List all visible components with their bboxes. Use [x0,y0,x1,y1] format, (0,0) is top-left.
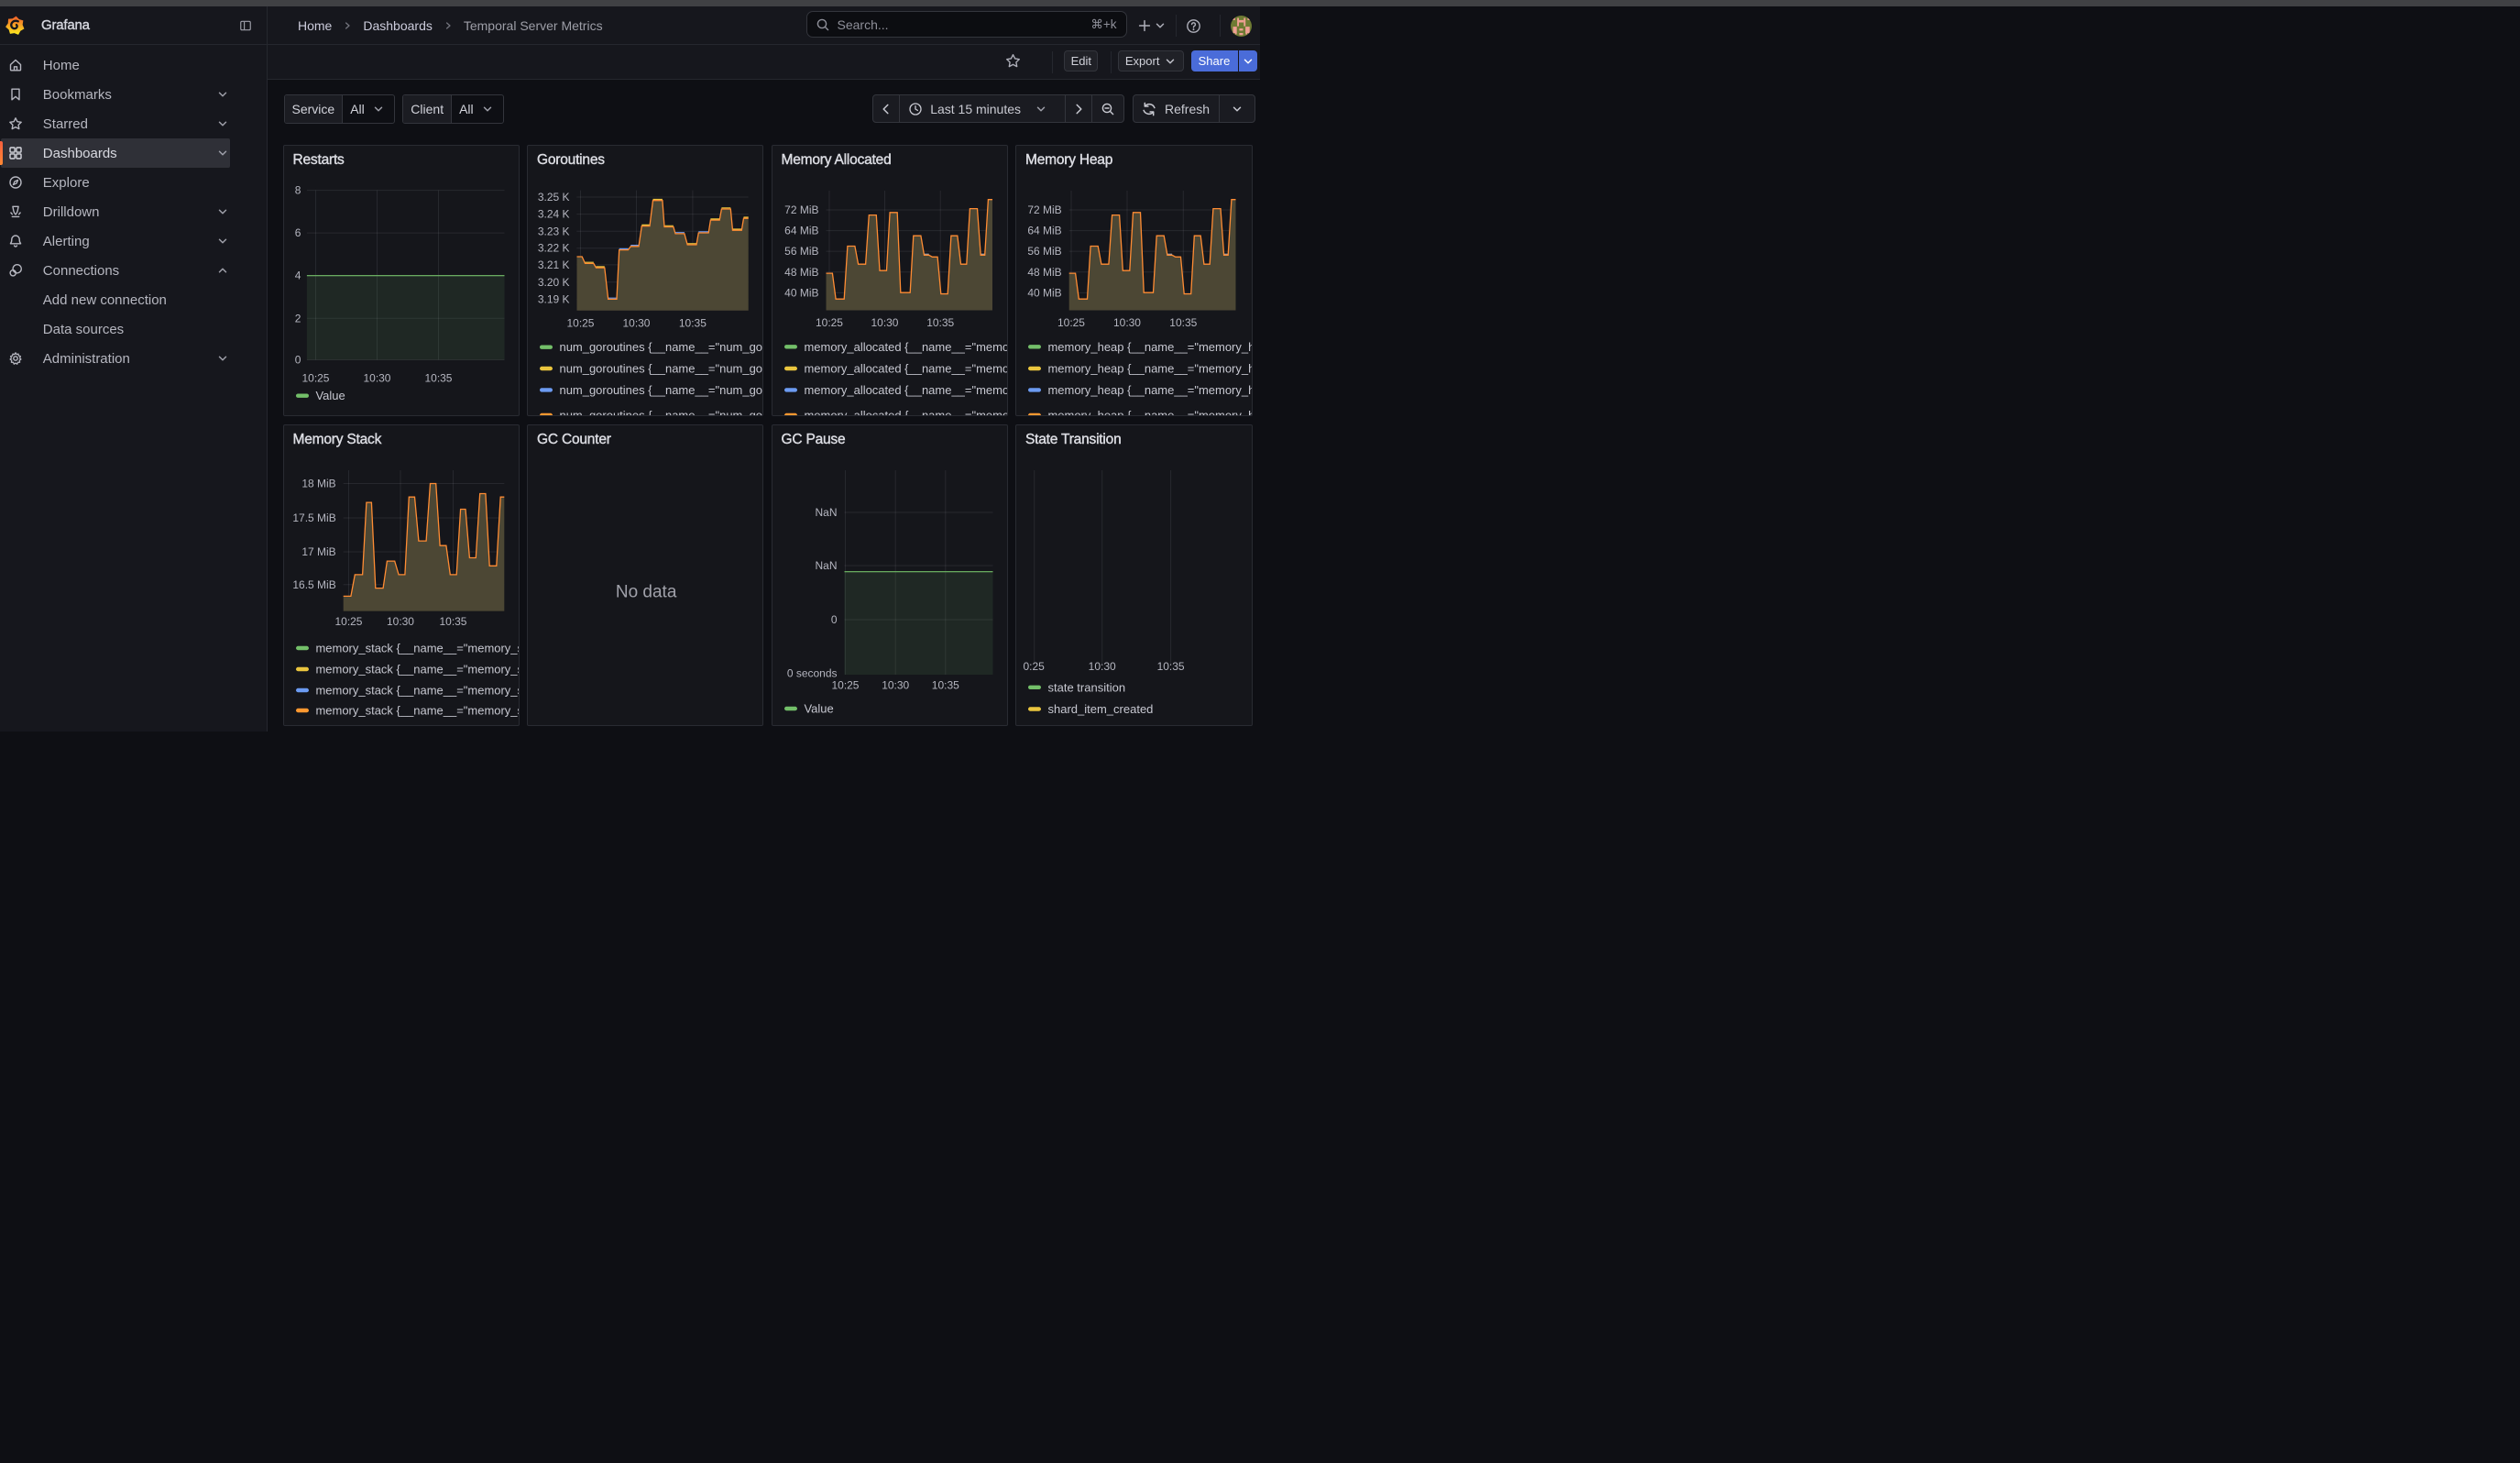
svg-text:NaN: NaN [815,506,837,519]
svg-text:10:25: 10:25 [1057,316,1085,329]
svg-text:10:30: 10:30 [871,316,898,329]
svg-text:10:35: 10:35 [439,615,466,628]
svg-text:10:35: 10:35 [926,316,954,329]
svg-text:num_goroutines {__name__="num_: num_goroutines {__name__="num_goroutines… [559,340,763,354]
svg-text:10:30: 10:30 [363,372,390,385]
svg-text:memory_allocated {__name__="me: memory_allocated {__name__="memory_alloc… [804,408,1008,416]
svg-text:4: 4 [294,270,301,282]
svg-text:64 MiB: 64 MiB [784,225,818,237]
svg-text:10:25: 10:25 [815,316,842,329]
svg-text:3.20 K: 3.20 K [538,276,570,289]
svg-text:memory_stack {__name__="memory: memory_stack {__name__="memory_stack", i… [315,683,520,697]
svg-text:16.5 MiB: 16.5 MiB [292,578,335,591]
svg-text:Value: Value [315,389,345,402]
svg-text:num_goroutines {__name__="num_: num_goroutines {__name__="num_goroutines… [559,408,763,416]
svg-text:10:35: 10:35 [1169,316,1197,329]
svg-text:10:25: 10:25 [831,678,859,691]
svg-text:10:25: 10:25 [566,316,594,329]
svg-text:3.23 K: 3.23 K [538,225,570,237]
svg-text:memory_heap {__name__="memory_: memory_heap {__name__="memory_heap", ins… [1047,340,1253,354]
svg-text:10:30: 10:30 [1113,316,1141,329]
svg-text:10:35: 10:35 [424,372,452,385]
svg-text:17 MiB: 17 MiB [301,545,335,558]
svg-text:40 MiB: 40 MiB [784,286,818,299]
svg-text:10:35: 10:35 [931,678,959,691]
svg-text:state transition: state transition [1048,680,1126,694]
svg-text:18 MiB: 18 MiB [301,478,335,490]
svg-text:No data: No data [616,582,677,601]
svg-text:10:25: 10:25 [334,615,362,628]
svg-text:10:25: 10:25 [301,372,329,385]
svg-text:memory_heap {__name__="memory_: memory_heap {__name__="memory_heap", ins… [1047,408,1253,416]
svg-text:10:30: 10:30 [386,615,413,628]
svg-text:3.21 K: 3.21 K [538,258,570,271]
svg-text:6: 6 [294,226,301,239]
svg-text:num_goroutines {__name__="num_: num_goroutines {__name__="num_goroutines… [559,361,763,375]
svg-text:memory_stack {__name__="memory: memory_stack {__name__="memory_stack", i… [315,641,520,654]
svg-text:memory_allocated {__name__="me: memory_allocated {__name__="memory_alloc… [804,361,1008,375]
svg-text:56 MiB: 56 MiB [1027,245,1061,258]
svg-text:0 seconds: 0 seconds [786,667,837,680]
svg-text:10:30: 10:30 [882,678,909,691]
svg-text:memory_heap {__name__="memory_: memory_heap {__name__="memory_heap", ins… [1047,361,1253,375]
svg-text:0:25: 0:25 [1024,660,1046,673]
svg-text:memory_heap {__name__="memory_: memory_heap {__name__="memory_heap", ins… [1047,383,1253,397]
svg-text:10:35: 10:35 [1157,660,1185,673]
svg-text:17.5 MiB: 17.5 MiB [292,512,335,524]
svg-text:40 MiB: 40 MiB [1027,286,1061,299]
svg-text:2: 2 [294,312,301,324]
svg-text:memory_allocated {__name__="me: memory_allocated {__name__="memory_alloc… [804,383,1008,397]
svg-text:10:30: 10:30 [622,316,650,329]
svg-text:memory_stack {__name__="memory: memory_stack {__name__="memory_stack", i… [315,662,520,676]
svg-text:56 MiB: 56 MiB [784,245,818,258]
svg-text:8: 8 [294,184,301,197]
svg-text:shard_item_created: shard_item_created [1048,702,1154,716]
svg-text:10:30: 10:30 [1089,660,1116,673]
svg-text:Value: Value [804,701,833,715]
svg-text:3.19 K: 3.19 K [538,292,570,305]
svg-text:48 MiB: 48 MiB [784,266,818,279]
svg-text:48 MiB: 48 MiB [1027,266,1061,279]
svg-text:memory_stack {__name__="memory: memory_stack {__name__="memory_stack", i… [315,703,520,717]
svg-text:64 MiB: 64 MiB [1027,225,1061,237]
svg-text:3.22 K: 3.22 K [538,242,570,255]
svg-text:0: 0 [830,613,837,626]
svg-text:num_goroutines {__name__="num_: num_goroutines {__name__="num_goroutines… [559,383,763,397]
svg-text:3.25 K: 3.25 K [538,191,570,204]
svg-text:3.24 K: 3.24 K [538,208,570,221]
svg-text:NaN: NaN [815,559,837,572]
svg-text:0: 0 [294,353,301,366]
svg-text:72 MiB: 72 MiB [784,204,818,216]
svg-text:10:35: 10:35 [679,316,707,329]
svg-text:72 MiB: 72 MiB [1027,204,1061,216]
svg-text:memory_allocated {__name__="me: memory_allocated {__name__="memory_alloc… [804,340,1008,354]
